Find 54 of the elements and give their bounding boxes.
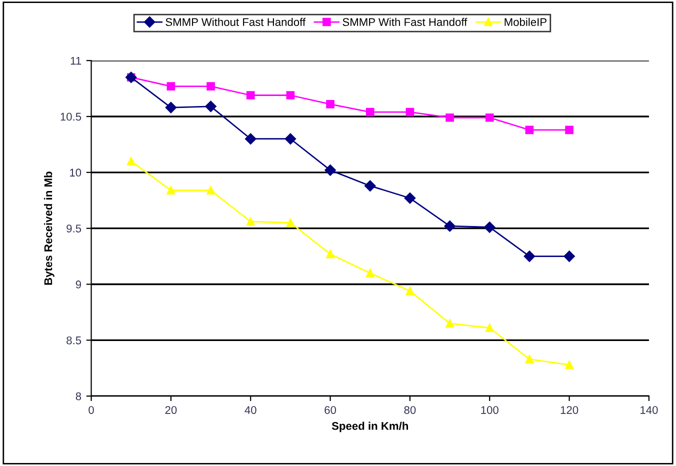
point xyxy=(406,286,414,296)
x-tick-label: 100 xyxy=(481,406,498,414)
y-axis-title: Bytes Received in Mb xyxy=(44,172,54,285)
y-tick-label: 9 xyxy=(76,280,82,288)
point xyxy=(326,250,334,258)
point xyxy=(126,157,136,166)
point xyxy=(284,133,296,144)
point xyxy=(444,220,456,232)
point xyxy=(485,324,494,332)
y-tick-label: 11 xyxy=(70,56,81,65)
point xyxy=(244,133,256,144)
y-tick-label: 9.5 xyxy=(66,224,82,232)
y-tick-label: 8.5 xyxy=(66,336,82,344)
point xyxy=(166,82,176,90)
point xyxy=(286,218,295,227)
x-tick-label: 20 xyxy=(165,406,177,414)
point xyxy=(564,250,575,262)
point xyxy=(485,113,494,122)
point xyxy=(324,164,336,176)
x-tick-label: 140 xyxy=(640,406,658,414)
point xyxy=(286,91,295,100)
point xyxy=(364,180,376,192)
point xyxy=(525,355,534,364)
point xyxy=(165,102,177,114)
point xyxy=(326,100,334,108)
legend-label: SMMP Without Fast Handoff xyxy=(166,18,306,26)
point xyxy=(246,217,255,226)
x-tick-label: 80 xyxy=(404,406,416,414)
point xyxy=(406,108,414,116)
x-tick-label: 0 xyxy=(88,406,94,414)
point xyxy=(446,319,454,328)
point xyxy=(525,126,534,134)
point xyxy=(366,268,374,278)
x-tick-label: 60 xyxy=(324,406,336,414)
point xyxy=(446,113,454,122)
point xyxy=(206,186,215,194)
point xyxy=(366,108,374,116)
legend-label: SMMP With Fast Handoff xyxy=(342,18,468,26)
y-tick-label: 10.5 xyxy=(60,112,82,121)
x-axis-title: Speed in Km/h xyxy=(332,422,408,432)
point xyxy=(565,360,574,369)
x-tick-label: 40 xyxy=(244,406,256,414)
y-tick-label: 10 xyxy=(70,168,82,177)
point xyxy=(524,250,536,262)
x-tick-label: 120 xyxy=(560,406,578,414)
point xyxy=(205,100,216,112)
point xyxy=(246,91,255,100)
point xyxy=(404,192,416,204)
point xyxy=(484,222,496,233)
y-tick-label: 8 xyxy=(76,392,82,400)
point xyxy=(166,186,176,194)
point xyxy=(565,126,574,134)
legend-label: MobileIP xyxy=(504,18,546,26)
point xyxy=(206,82,215,90)
